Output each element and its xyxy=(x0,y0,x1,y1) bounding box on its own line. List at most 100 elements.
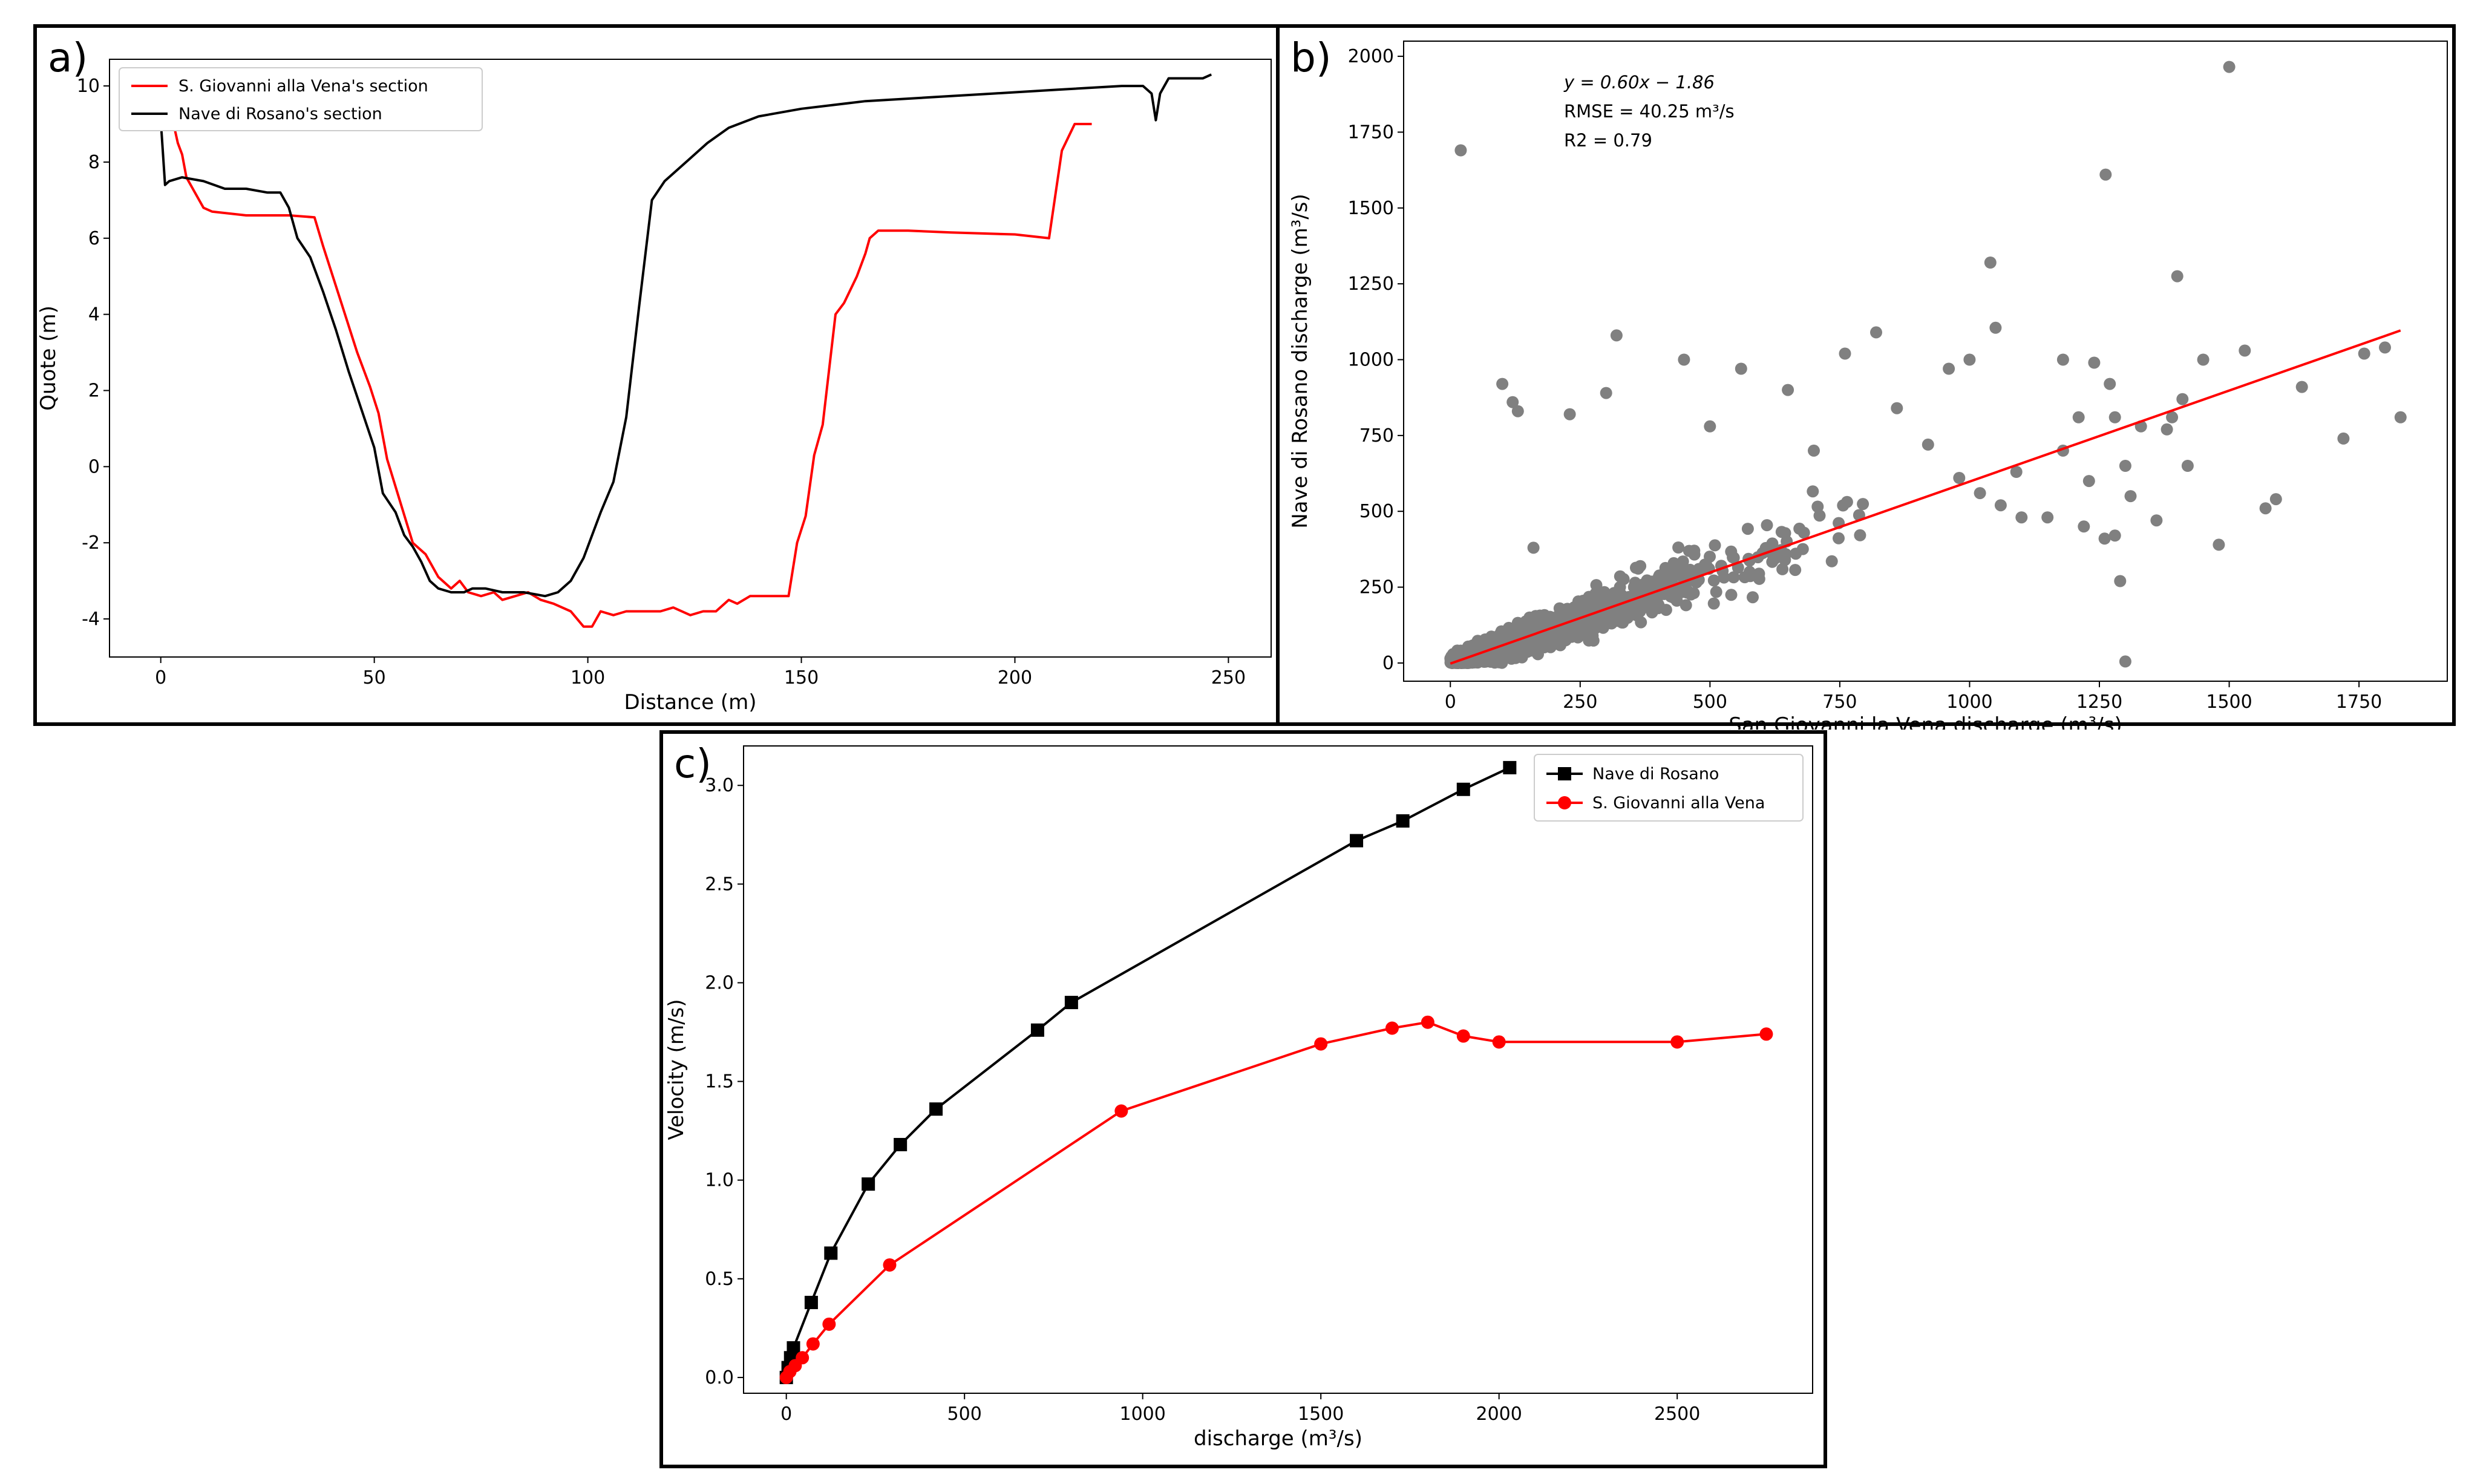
c-marker-square xyxy=(1064,996,1078,1010)
b-scatter-points xyxy=(1444,60,2407,669)
panel-c-frame: 0 500 1000 1500 2000 2500 0.0 0.5 1.0 1.5 2.0 2.5 3.… xyxy=(659,730,1827,1468)
b-scatter-point xyxy=(1598,586,1611,598)
a-legend: S. Giovanni alla Vena's section Nave di R… xyxy=(119,67,483,131)
b-scatter-point xyxy=(1630,561,1642,574)
b-scatter-point xyxy=(2166,411,2179,423)
b-scatter-point xyxy=(1693,563,1706,575)
c-x-tick-label: 2500 xyxy=(1654,1404,1700,1425)
c-marker-circle xyxy=(796,1351,810,1365)
b-scatter-point xyxy=(2176,393,2189,405)
b-x-tick-label: 0 xyxy=(1445,691,1456,713)
c-marker-square xyxy=(824,1246,838,1260)
c-marker-circle xyxy=(1492,1035,1506,1049)
c-legend-swatch-marker-0 xyxy=(1558,767,1571,780)
b-x-tick-label: 1500 xyxy=(2206,691,2252,713)
a-x-tick-label: 50 xyxy=(363,667,386,688)
b-scatter-point xyxy=(1747,591,1759,604)
c-x-tick-label: 2000 xyxy=(1476,1404,1522,1425)
b-scatter-point xyxy=(2259,502,2272,515)
a-y-tick-label: 2 xyxy=(88,380,100,401)
b-scatter-point xyxy=(2098,532,2111,545)
a-y-tick-label: 6 xyxy=(88,228,100,249)
b-scatter-point xyxy=(1666,563,1678,576)
c-panel-letter: c) xyxy=(674,740,711,787)
panel-a-frame: 0 50 100 150 200 250 -4 -2 0 2 4 6 8 10 Distance (m) Qu… xyxy=(33,24,1280,726)
c-marker-square xyxy=(862,1177,875,1191)
b-scatter-point xyxy=(2108,411,2121,423)
b-scatter-point xyxy=(1620,606,1633,618)
b-scatter-point xyxy=(1811,500,1824,513)
b-scatter-point xyxy=(1652,570,1665,583)
b-scatter-point xyxy=(1653,600,1666,613)
b-annotation-line-2: R2 = 0.79 xyxy=(1564,130,1652,151)
b-scatter-point xyxy=(1854,529,1866,541)
a-x-tick-label: 100 xyxy=(571,667,605,688)
b-scatter-point xyxy=(1793,522,1806,535)
b-scatter-point xyxy=(1704,420,1716,433)
c-y-axis-label: Velocity (m/s) xyxy=(664,999,689,1140)
c-marker-circle xyxy=(1759,1027,1773,1041)
b-y-tick-label: 0 xyxy=(1382,653,1394,674)
b-scatter-point xyxy=(1527,541,1540,554)
b-fit-line xyxy=(1450,329,2401,665)
b-scatter-point xyxy=(1707,574,1720,587)
b-x-axis-label: San Giovanni la Vena discharge (m³/s) xyxy=(1729,713,2122,730)
c-legend-box xyxy=(1534,754,1804,822)
b-scatter-point xyxy=(1796,543,1809,555)
b-scatter-point xyxy=(1610,329,1623,342)
a-y-axis-label: Quote (m) xyxy=(37,306,61,411)
panel-b-chart: 0 250 500 750 1000 1250 1500 1750 0 250 500 750 1000… xyxy=(1288,34,2448,730)
c-x-tick-label: 1000 xyxy=(1120,1404,1166,1425)
c-y-tick-label: 0.5 xyxy=(705,1269,734,1290)
b-scatter-point xyxy=(1727,551,1740,564)
a-legend-label-1: Nave di Rosano's section xyxy=(178,105,382,123)
b-scatter-point xyxy=(2239,344,2251,357)
b-scatter-point xyxy=(1672,541,1685,554)
b-scatter-point xyxy=(2181,460,2194,472)
a-x-tick-label: 250 xyxy=(1211,667,1246,688)
c-marker-circle xyxy=(1456,1029,1470,1043)
b-scatter-point xyxy=(1963,353,1976,366)
b-x-tick-label: 1750 xyxy=(2336,691,2382,713)
c-marker-circle xyxy=(1385,1021,1399,1035)
a-y-tick-label: 4 xyxy=(88,304,100,325)
b-scatter-point xyxy=(2358,347,2370,360)
b-scatter-point xyxy=(1704,551,1716,563)
c-marker-square xyxy=(1030,1023,1044,1037)
b-scatter-point xyxy=(1725,589,1738,601)
b-scatter-point xyxy=(1553,602,1566,615)
b-scatter-point xyxy=(1833,532,1845,544)
b-scatter-point xyxy=(1684,563,1696,576)
c-series-line-0 xyxy=(785,767,1511,1378)
b-scatter-point xyxy=(2223,60,2236,73)
b-scatter-point xyxy=(1473,640,1485,653)
b-scatter-point xyxy=(1735,362,1747,375)
b-y-tick-label: 1500 xyxy=(1348,198,1394,219)
c-marker-circle xyxy=(883,1258,897,1272)
b-y-tick-label: 250 xyxy=(1359,577,1394,598)
c-marker-circle xyxy=(1670,1035,1684,1049)
b-scatter-point xyxy=(1943,362,1955,375)
b-scatter-point xyxy=(1744,570,1757,583)
a-y-tick-label: -2 xyxy=(82,532,100,554)
b-y-axis-label: Nave di Rosano discharge (m³/s) xyxy=(1288,194,1312,529)
b-scatter-point xyxy=(1808,444,1820,457)
c-marker-square xyxy=(1503,760,1517,774)
c-marker-square xyxy=(804,1295,818,1309)
b-scatter-point xyxy=(1761,519,1773,532)
b-x-tick-label: 750 xyxy=(1822,691,1857,713)
b-scatter-point xyxy=(1580,627,1593,640)
b-scatter-point xyxy=(1583,618,1595,630)
c-series-line-1 xyxy=(785,1021,1767,1378)
b-scatter-point xyxy=(2099,168,2112,181)
b-scatter-point xyxy=(2104,378,2116,390)
b-scatter-point xyxy=(1511,405,1524,417)
b-scatter-point xyxy=(1857,498,1869,511)
c-y-tick-label: 2.5 xyxy=(705,874,734,895)
b-scatter-point xyxy=(2171,270,2183,283)
b-scatter-point xyxy=(2010,466,2023,478)
b-scatter-point xyxy=(2119,655,2131,668)
b-y-tick-label: 1750 xyxy=(1348,122,1394,143)
b-scatter-point xyxy=(1707,597,1720,610)
b-y-tick-label: 500 xyxy=(1359,501,1394,522)
